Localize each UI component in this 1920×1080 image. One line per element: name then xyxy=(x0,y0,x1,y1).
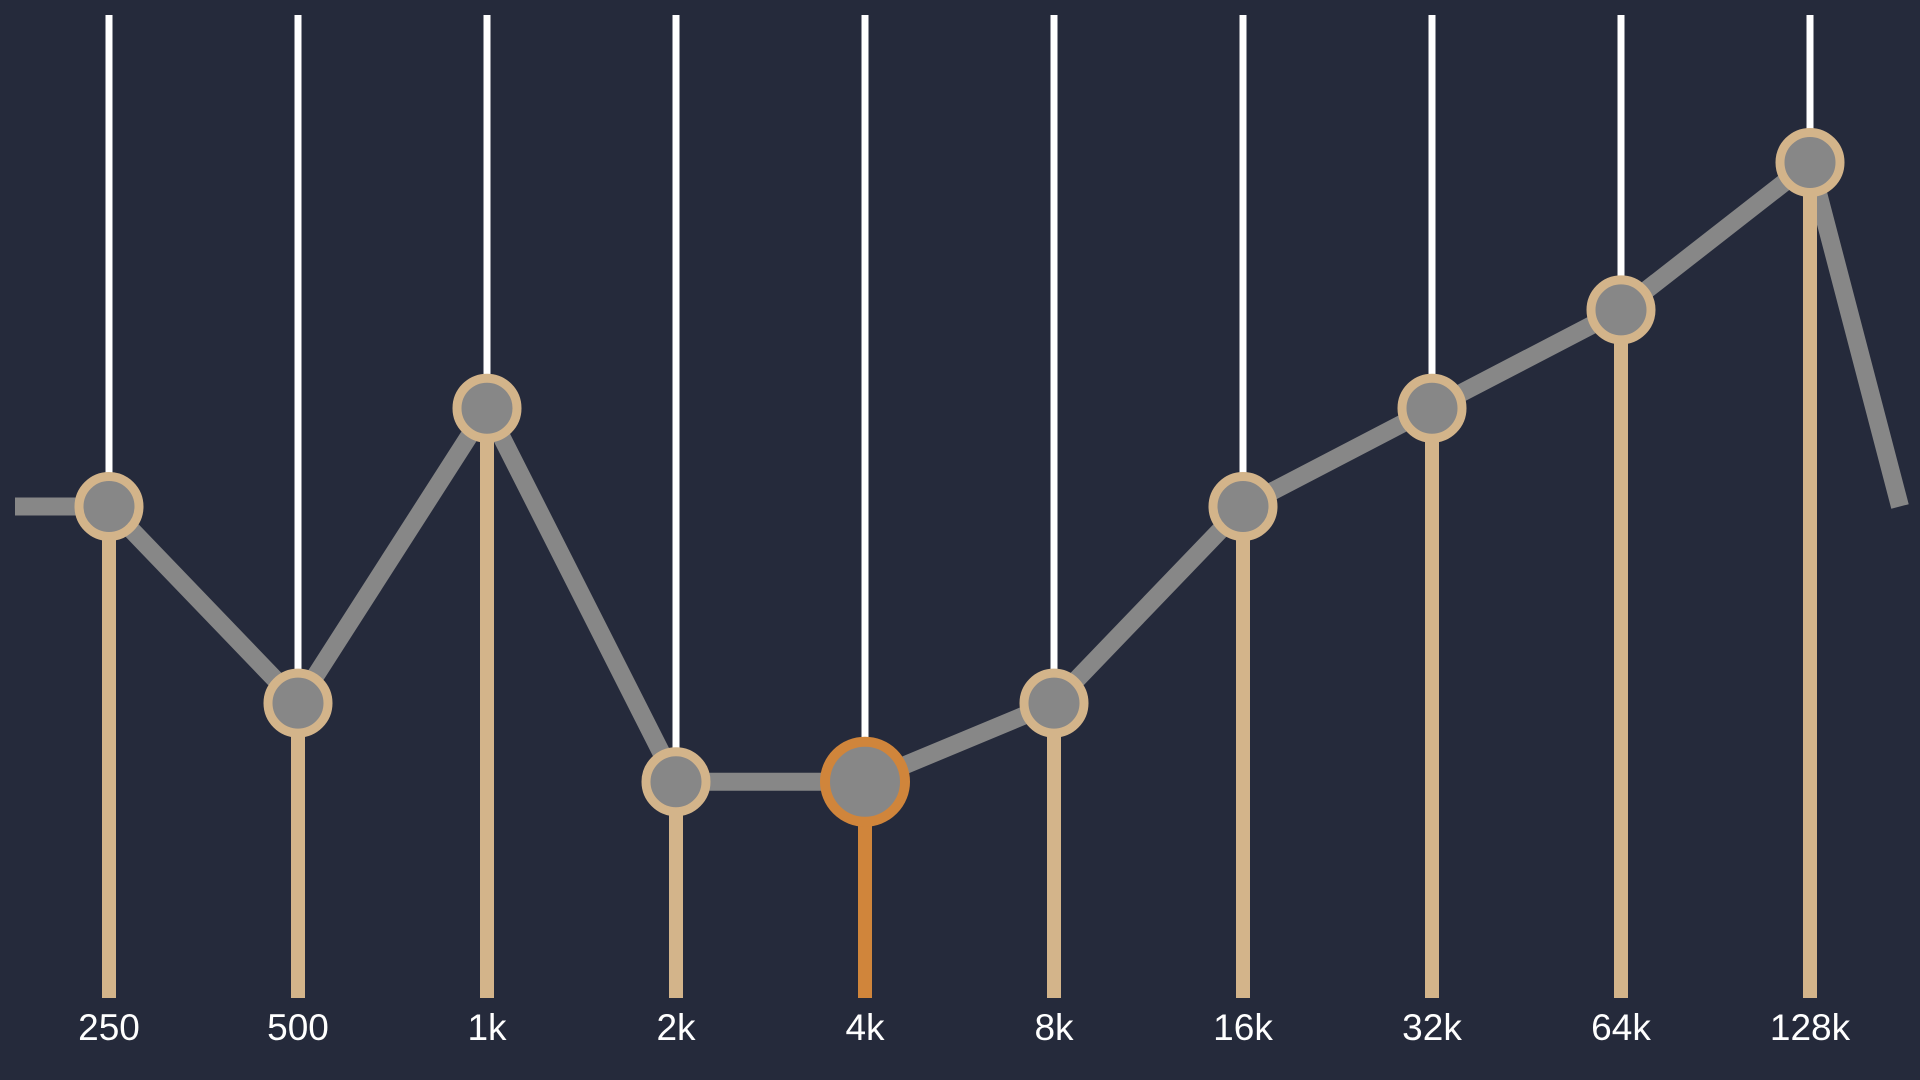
band-sliders xyxy=(74,15,1845,998)
band-label-64k: 64k xyxy=(1591,1007,1651,1048)
band-label-4k: 4k xyxy=(845,1007,885,1048)
band-label-1k: 1k xyxy=(467,1007,507,1048)
band-label-128k: 128k xyxy=(1770,1007,1851,1048)
band-slider-64k[interactable] xyxy=(1586,15,1656,998)
band-slider-2k[interactable] xyxy=(641,15,711,998)
slider-knob-16k[interactable] xyxy=(1208,472,1278,541)
band-slider-8k[interactable] xyxy=(1019,15,1089,998)
slider-knob-8k[interactable] xyxy=(1019,668,1089,738)
band-slider-16k[interactable] xyxy=(1208,15,1278,998)
band-slider-128k[interactable] xyxy=(1775,15,1845,998)
band-slider-4k[interactable] xyxy=(820,15,910,998)
slider-knob-250[interactable] xyxy=(74,472,144,541)
slider-knob-64k[interactable] xyxy=(1586,275,1656,345)
band-label-500: 500 xyxy=(267,1007,329,1048)
band-labels: 250 500 1k 2k 4k 8k 16k 32k 64k 128k xyxy=(78,1007,1850,1048)
band-label-8k: 8k xyxy=(1034,1007,1074,1048)
band-label-2k: 2k xyxy=(656,1007,696,1048)
band-label-250: 250 xyxy=(78,1007,140,1048)
slider-knob-2k[interactable] xyxy=(641,747,711,817)
slider-knob-128k[interactable] xyxy=(1775,127,1845,197)
slider-knob-32k[interactable] xyxy=(1397,373,1467,443)
band-slider-1k[interactable] xyxy=(452,15,522,998)
slider-knob-500[interactable] xyxy=(263,668,333,738)
band-slider-32k[interactable] xyxy=(1397,15,1467,998)
response-curve-line xyxy=(15,153,1909,791)
band-slider-500[interactable] xyxy=(263,15,333,998)
slider-knob-4k[interactable] xyxy=(820,736,910,827)
band-label-32k: 32k xyxy=(1402,1007,1462,1048)
slider-knob-1k[interactable] xyxy=(452,373,522,443)
band-label-16k: 16k xyxy=(1213,1007,1273,1048)
band-slider-250[interactable] xyxy=(74,15,144,998)
frequency-response-curve xyxy=(15,153,1909,791)
